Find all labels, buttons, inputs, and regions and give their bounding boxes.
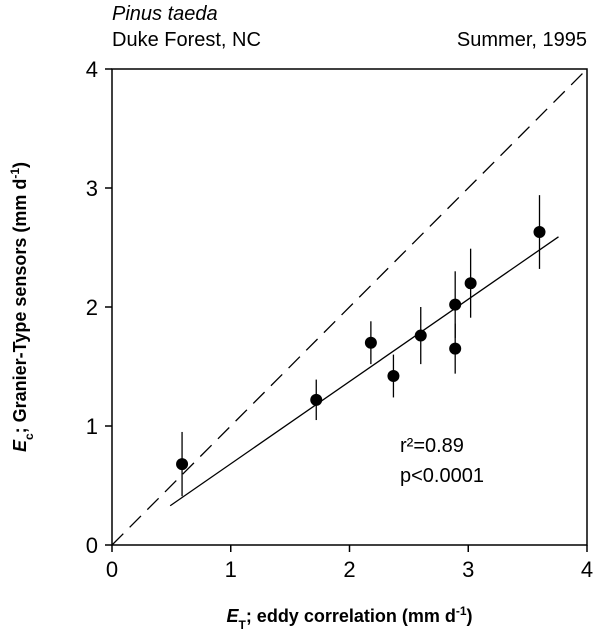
y-tick-label: 0 bbox=[86, 533, 98, 558]
point bbox=[310, 393, 323, 406]
y-tick-label: 4 bbox=[86, 57, 98, 82]
point bbox=[364, 336, 377, 349]
subtitle-right: Summer, 1995 bbox=[457, 29, 587, 51]
y-axis-label-part: E bbox=[10, 439, 30, 452]
y-axis-label-part: c bbox=[22, 433, 36, 440]
x-axis-label-part: E bbox=[226, 606, 239, 626]
chart-title: Pinus taeda bbox=[112, 3, 218, 25]
annotation: p<0.0001 bbox=[400, 465, 484, 487]
x-tick-label: 3 bbox=[462, 557, 474, 582]
point bbox=[449, 342, 462, 355]
point bbox=[464, 277, 477, 290]
x-tick-label: 4 bbox=[581, 557, 593, 582]
y-tick-label: 3 bbox=[86, 176, 98, 201]
x-axis-label-part: ) bbox=[467, 606, 473, 626]
y-tick-label: 2 bbox=[86, 295, 98, 320]
fit-line bbox=[169, 236, 559, 507]
x-axis-label: ET; eddy correlation (mm d-1) bbox=[226, 604, 472, 632]
identity-line bbox=[111, 68, 588, 546]
y-tick-label: 1 bbox=[86, 414, 98, 439]
point bbox=[176, 458, 189, 471]
x-tick-label: 2 bbox=[343, 557, 355, 582]
point bbox=[387, 370, 400, 383]
y-axis-label-part: ) bbox=[10, 162, 30, 168]
annotation: r²=0.89 bbox=[400, 435, 464, 457]
x-axis-label-part: ; eddy correlation (mm d bbox=[246, 606, 456, 626]
subtitle-left: Duke Forest, NC bbox=[112, 29, 261, 51]
point bbox=[449, 298, 462, 311]
x-axis-label-part: -1 bbox=[456, 604, 467, 618]
x-tick-label: 1 bbox=[225, 557, 237, 582]
y-axis-label: Ec; Granier-Type sensors (mm d-1) bbox=[8, 162, 36, 452]
point bbox=[414, 329, 427, 342]
x-axis-label-part: T bbox=[238, 618, 246, 632]
point bbox=[533, 226, 546, 239]
y-axis-label-part: ; Granier-Type sensors (mm d bbox=[10, 179, 30, 434]
y-axis-label-part: -1 bbox=[8, 168, 22, 179]
x-tick-label: 0 bbox=[106, 557, 118, 582]
